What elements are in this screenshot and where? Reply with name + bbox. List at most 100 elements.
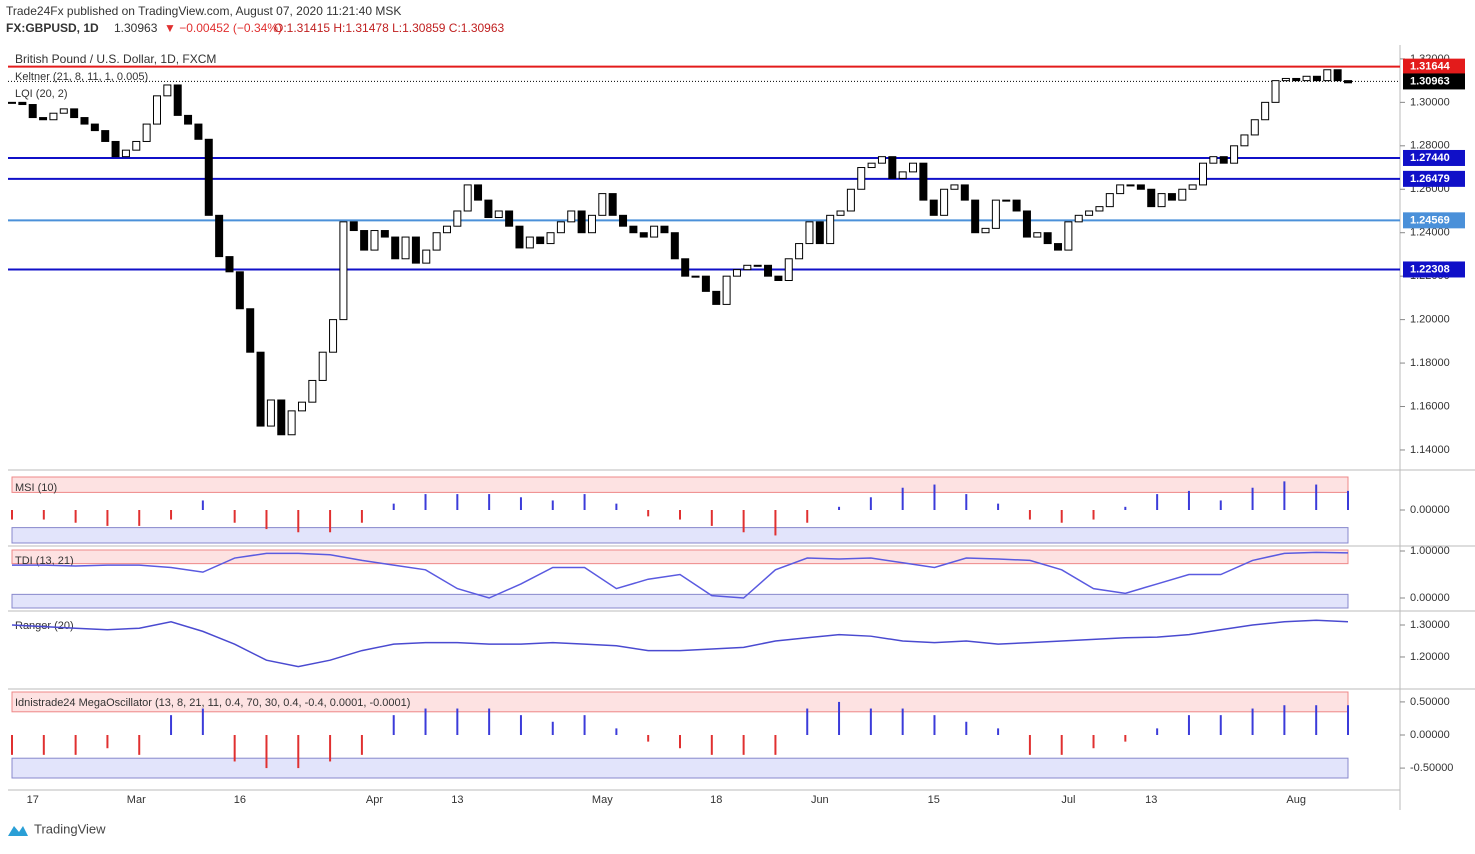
last-price-tag xyxy=(1403,73,1465,90)
candle xyxy=(474,184,483,201)
candle xyxy=(1261,101,1270,121)
pane-title: British Pound / U.S. Dollar, 1D, FXCM xyxy=(15,52,216,66)
candle xyxy=(1085,210,1094,216)
publisher: Trade24Fx published on TradingView.com, … xyxy=(6,4,401,18)
x-tick-label: 18 xyxy=(710,794,722,806)
level-label: 1.22308 xyxy=(1410,263,1450,275)
candle xyxy=(619,214,628,227)
x-tick-label: 17 xyxy=(27,794,39,806)
change: ▼ −0.00452 (−0.34%) xyxy=(164,21,282,35)
x-tick-label: 15 xyxy=(928,794,940,806)
candle xyxy=(256,351,265,427)
level-tag xyxy=(1403,149,1465,166)
candle xyxy=(1199,162,1208,186)
candle xyxy=(1240,134,1249,147)
candle xyxy=(28,104,37,119)
candle xyxy=(919,162,928,201)
x-tick-label: Jun xyxy=(811,794,829,806)
candle xyxy=(836,210,845,216)
candle xyxy=(774,275,783,282)
candle xyxy=(1230,145,1239,164)
candle xyxy=(70,108,79,119)
candle xyxy=(1209,156,1218,164)
candle xyxy=(411,236,420,264)
y-tick-label: 0.00000 xyxy=(1410,504,1450,516)
y-tick-label: 1.20000 xyxy=(1410,651,1450,663)
candle xyxy=(898,171,907,179)
candle xyxy=(1012,199,1021,212)
candle xyxy=(732,269,741,277)
candle xyxy=(536,236,545,245)
candle xyxy=(370,230,379,251)
candle xyxy=(121,149,130,158)
candle xyxy=(691,275,700,278)
candle xyxy=(215,214,224,258)
candle xyxy=(909,162,918,173)
candle xyxy=(1136,184,1145,190)
candle xyxy=(266,399,275,427)
candle xyxy=(650,225,659,238)
candle xyxy=(318,351,327,381)
candle xyxy=(950,184,959,190)
level-tag xyxy=(1403,212,1465,229)
candle xyxy=(722,275,731,305)
candle xyxy=(308,379,317,403)
indicator-line xyxy=(11,619,1349,668)
indicator-line xyxy=(12,551,1349,599)
candle xyxy=(826,214,835,245)
candle xyxy=(18,101,27,106)
candle xyxy=(235,271,244,310)
candle xyxy=(8,101,16,104)
y-tick-label: 1.30000 xyxy=(1410,619,1450,631)
logo xyxy=(8,826,28,836)
level-label: 1.31644 xyxy=(1410,61,1451,73)
candle xyxy=(163,84,172,97)
y-tick-label: 0.00000 xyxy=(1410,729,1450,741)
candle xyxy=(225,256,234,273)
candle xyxy=(360,230,369,251)
candle xyxy=(660,225,669,234)
candle xyxy=(753,264,762,267)
x-tick-label: Apr xyxy=(366,794,383,806)
candle xyxy=(743,264,752,271)
indicator-title: Keltner (21, 8, 11, 1, 0.005) xyxy=(15,71,148,83)
candle xyxy=(442,225,451,234)
candle xyxy=(194,123,203,140)
candle xyxy=(1033,232,1042,238)
candle xyxy=(1323,69,1332,82)
y-tick-label: 1.20000 xyxy=(1410,314,1450,326)
x-tick-label: Jul xyxy=(1061,794,1075,806)
candle xyxy=(567,210,576,223)
candle xyxy=(784,258,793,282)
candle xyxy=(515,225,524,249)
candle xyxy=(670,232,679,260)
candle xyxy=(380,230,389,238)
pane-title: Idnistrade24 MegaOscillator (13, 8, 21, … xyxy=(15,697,410,709)
candle xyxy=(681,258,690,277)
candle xyxy=(764,264,773,277)
candle xyxy=(173,84,182,116)
candle xyxy=(349,221,358,232)
level-tag xyxy=(1403,58,1465,75)
candle xyxy=(1147,188,1156,208)
candle xyxy=(1302,75,1311,82)
candle xyxy=(1126,184,1135,187)
candle xyxy=(463,184,472,212)
candle xyxy=(39,117,48,121)
candle xyxy=(991,199,1000,229)
candle xyxy=(639,232,648,238)
symbol: FX:GBPUSD, 1D xyxy=(6,21,99,35)
x-tick-label: Mar xyxy=(127,794,146,806)
y-tick-label: 1.00000 xyxy=(1410,545,1450,557)
candle xyxy=(287,410,296,436)
candle xyxy=(246,308,255,353)
candle xyxy=(587,214,596,234)
candle xyxy=(90,123,99,132)
candle xyxy=(111,140,120,158)
candle xyxy=(598,193,607,216)
candle xyxy=(857,167,866,190)
candle xyxy=(1054,243,1063,251)
candle xyxy=(59,108,68,114)
candle xyxy=(142,123,151,142)
price: 1.30963 xyxy=(114,21,158,35)
